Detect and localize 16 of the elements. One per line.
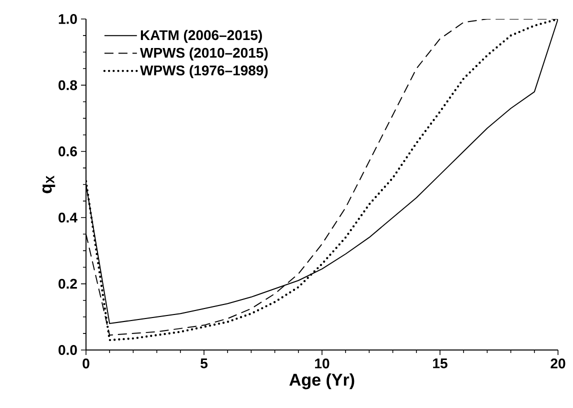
x-tick-label: 10	[315, 358, 330, 368]
y-tick-label: 1.0	[58, 14, 77, 24]
y-tick-label: 0.0	[58, 345, 77, 355]
y-tick-label: 0.8	[58, 80, 78, 90]
x-tick-label: 0	[82, 358, 90, 368]
y-tick-label: 0.2	[58, 278, 77, 289]
x-tick-label: 15	[433, 358, 448, 368]
y-axis-title: q$_{X}$	[42, 176, 56, 194]
x-axis-title: Age (Yr)	[289, 373, 354, 390]
legend-label: WPWS (1976–1989)	[140, 65, 268, 78]
x-tick-label: 20	[550, 358, 566, 368]
legend-label: WPWS (2010–2015)	[140, 47, 268, 61]
y-tick-label: 0.6	[58, 146, 77, 156]
x-tick-label: 5	[200, 358, 208, 368]
y-tick-label: 0.4	[58, 212, 78, 223]
legend-label: KATM (2006–2015)	[140, 30, 262, 43]
